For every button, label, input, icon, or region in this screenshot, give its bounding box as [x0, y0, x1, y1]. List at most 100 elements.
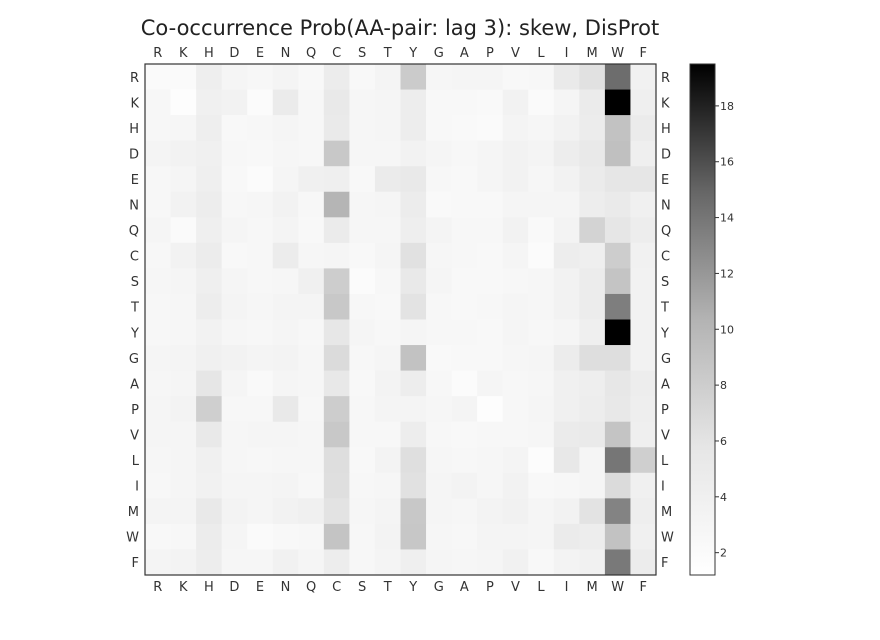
x-tick-label-bottom-K: K [179, 580, 188, 595]
heatmap-cell-C-A [451, 242, 478, 269]
heatmap-cell-Y-K [170, 319, 197, 346]
heatmap-cell-Y-R [145, 319, 171, 346]
heatmap-cell-L-C [323, 447, 350, 474]
y-tick-label-right-Y: Y [660, 326, 669, 341]
heatmap-cell-K-Q [298, 89, 325, 116]
heatmap-cell-G-R [145, 345, 171, 371]
heatmap-cell-R-Q [298, 64, 325, 90]
heatmap-cell-S-T [374, 268, 401, 295]
heatmap-cell-C-K [170, 242, 197, 269]
heatmap-cell-K-N [272, 89, 299, 116]
heatmap-cell-N-R [145, 191, 171, 218]
heatmap-cell-C-S [349, 242, 376, 269]
heatmap-cell-T-V [502, 293, 529, 320]
heatmap-cell-P-D [221, 396, 248, 423]
heatmap-cell-A-K [170, 370, 197, 397]
heatmap-cell-Q-V [502, 217, 529, 244]
heatmap-cell-D-T [374, 140, 401, 167]
heatmap-cell-D-V [502, 140, 529, 167]
heatmap-cell-P-M [579, 396, 606, 423]
heatmap-cell-E-Y [400, 166, 427, 193]
heatmap-cell-I-K [170, 472, 197, 499]
y-tick-label-right-T: T [660, 301, 669, 316]
heatmap-cell-D-N [272, 140, 299, 167]
heatmap-cell-G-C [323, 345, 350, 371]
heatmap-cell-G-T [374, 345, 401, 371]
heatmap-cell-I-P [477, 472, 504, 499]
heatmap-cell-G-G [426, 345, 452, 371]
y-tick-label-right-Q: Q [661, 224, 671, 239]
heatmap-cell-V-C [323, 421, 350, 448]
y-tick-label-right-S: S [661, 275, 669, 290]
heatmap-cell-F-M [579, 549, 606, 576]
x-tick-label-bottom-A: A [460, 580, 469, 595]
heatmap-cell-I-F [630, 472, 657, 499]
heatmap-cell-G-S [349, 345, 376, 371]
heatmap-cell-T-H [196, 293, 223, 320]
heatmap-cell-W-C [323, 523, 350, 550]
y-tick-label-left-F: F [132, 556, 139, 571]
y-tick-label-left-S: S [131, 275, 139, 290]
heatmap-cell-K-W [604, 89, 631, 116]
heatmap-cell-R-F [630, 64, 657, 90]
heatmap-cell-R-V [502, 64, 529, 90]
heatmap-cell-C-T [374, 242, 401, 269]
heatmap-cell-M-R [145, 498, 171, 525]
heatmap-cell-P-P [477, 396, 504, 423]
heatmap-cell-P-C [323, 396, 350, 423]
x-tick-label-top-L: L [537, 46, 545, 61]
heatmap-cell-N-K [170, 191, 197, 218]
heatmap-cell-E-D [221, 166, 248, 193]
heatmap-cell-Q-N [272, 217, 299, 244]
heatmap-cell-T-P [477, 293, 504, 320]
x-tick-label-bottom-Q: Q [306, 580, 316, 595]
heatmap-cell-E-P [477, 166, 504, 193]
heatmap-cell-E-Q [298, 166, 325, 193]
heatmap-cell-R-P [477, 64, 504, 90]
heatmap-cell-S-S [349, 268, 376, 295]
heatmap-cell-N-P [477, 191, 504, 218]
heatmap-cell-H-I [553, 115, 580, 142]
heatmap-cell-D-I [553, 140, 580, 167]
heatmap-cell-N-L [528, 191, 555, 218]
heatmap-cell-V-E [247, 421, 274, 448]
heatmap-cell-Y-P [477, 319, 504, 346]
y-tick-label-left-W: W [126, 531, 139, 546]
heatmap-cell-F-C [323, 549, 350, 576]
heatmap-cell-N-S [349, 191, 376, 218]
heatmap-cell-T-D [221, 293, 248, 320]
heatmap-cell-A-P [477, 370, 504, 397]
heatmap-cell-T-N [272, 293, 299, 320]
heatmap-cell-Y-M [579, 319, 606, 346]
heatmap-cell-R-W [604, 64, 631, 90]
heatmap-cell-L-T [374, 447, 401, 474]
heatmap-cell-V-P [477, 421, 504, 448]
heatmap-cell-A-F [630, 370, 657, 397]
heatmap-cell-S-Y [400, 268, 427, 295]
heatmap-cell-S-V [502, 268, 529, 295]
heatmap-cell-W-K [170, 523, 197, 550]
x-tick-label-bottom-R: R [153, 580, 162, 595]
heatmap-cell-T-G [426, 293, 452, 320]
heatmap-cell-V-K [170, 421, 197, 448]
heatmap-cell-Q-L [528, 217, 555, 244]
x-tick-label-bottom-D: D [229, 580, 239, 595]
heatmap-cell-D-G [426, 140, 452, 167]
heatmap-cell-P-A [451, 396, 478, 423]
heatmap-cell-Y-W [604, 319, 631, 346]
heatmap-cell-P-H [196, 396, 223, 423]
y-tick-label-left-A: A [130, 377, 139, 392]
heatmap-cell-D-Y [400, 140, 427, 167]
heatmap-cell-E-T [374, 166, 401, 193]
heatmap-cell-V-Q [298, 421, 325, 448]
heatmap-cell-A-D [221, 370, 248, 397]
heatmap-cell-D-P [477, 140, 504, 167]
heatmap-cell-G-Q [298, 345, 325, 371]
heatmap-cell-L-D [221, 447, 248, 474]
heatmap-cell-I-T [374, 472, 401, 499]
heatmap-cell-S-D [221, 268, 248, 295]
heatmap-cell-G-W [604, 345, 631, 371]
heatmap-cell-C-N [272, 242, 299, 269]
heatmap-cell-P-Y [400, 396, 427, 423]
heatmap-cell-D-R [145, 140, 171, 167]
